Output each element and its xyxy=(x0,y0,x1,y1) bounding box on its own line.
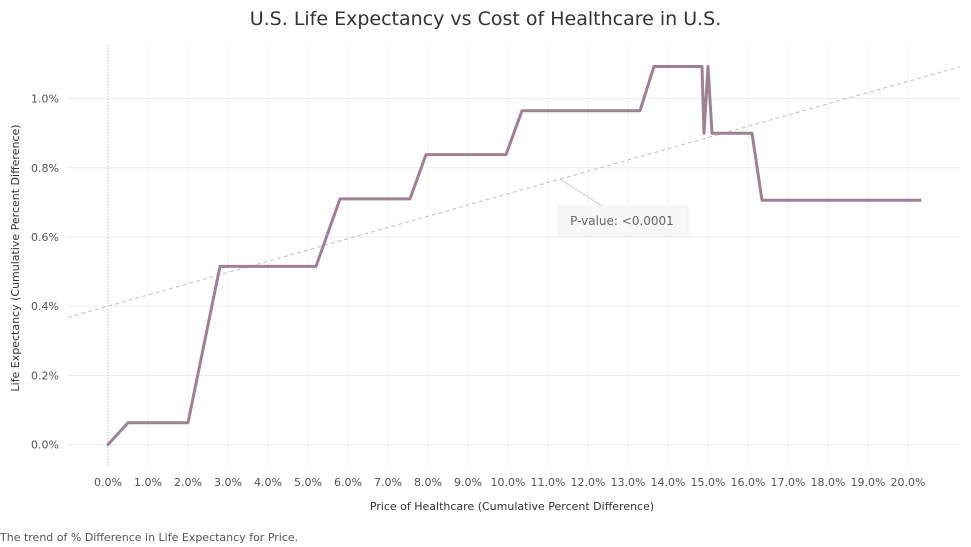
y-tick-label: 0.0% xyxy=(31,439,59,452)
annotation-box xyxy=(557,205,689,237)
data-point xyxy=(504,153,508,156)
y-tick-label: 0.4% xyxy=(31,300,59,313)
x-tick-label: 7.0% xyxy=(374,476,402,489)
data-point xyxy=(700,65,704,68)
data-point xyxy=(520,109,524,112)
data-point xyxy=(186,421,190,424)
x-tick-label: 14.0% xyxy=(651,476,686,489)
data-point xyxy=(424,153,428,156)
chart-caption: The trend of % Difference in Life Expect… xyxy=(0,531,299,544)
x-tick-label: 2.0% xyxy=(174,476,202,489)
data-point xyxy=(750,132,754,135)
x-tick-label: 12.0% xyxy=(571,476,606,489)
x-tick-label: 13.0% xyxy=(611,476,646,489)
x-tick-label: 9.0% xyxy=(454,476,482,489)
x-tick-label: 10.0% xyxy=(491,476,526,489)
series-line xyxy=(106,64,922,447)
y-tick-label: 0.6% xyxy=(31,231,59,244)
data-point xyxy=(106,443,110,446)
data-point xyxy=(126,421,130,424)
x-tick-label: 16.0% xyxy=(731,476,766,489)
y-tick-label: 1.0% xyxy=(31,93,59,106)
y-tick-label: 0.2% xyxy=(31,369,59,382)
x-tick-label: 15.0% xyxy=(691,476,726,489)
x-tick-label: 20.0% xyxy=(891,476,926,489)
data-point xyxy=(760,199,764,202)
x-tick-label: 4.0% xyxy=(254,476,282,489)
x-tick-label: 6.0% xyxy=(334,476,362,489)
data-point xyxy=(338,197,342,201)
y-tick-label: 0.8% xyxy=(31,162,59,175)
annotation-label: P-value: <0.0001 xyxy=(570,214,674,228)
x-tick-label: 17.0% xyxy=(771,476,806,489)
x-tick-label: 11.0% xyxy=(531,476,566,489)
data-point xyxy=(652,65,656,68)
trend-line xyxy=(67,66,961,318)
data-point xyxy=(314,265,318,268)
x-tick-label: 5.0% xyxy=(294,476,322,489)
x-axis-title: Price of Healthcare (Cumulative Percent … xyxy=(370,500,654,513)
data-point xyxy=(710,132,714,135)
data-point xyxy=(702,132,706,135)
x-tick-label: 0.0% xyxy=(94,476,122,489)
y-axis-title: Life Expectancy (Cumulative Percent Diff… xyxy=(9,124,22,391)
data-point xyxy=(408,197,412,201)
x-tick-label: 3.0% xyxy=(214,476,242,489)
x-tick-label: 19.0% xyxy=(851,476,886,489)
x-tick-label: 18.0% xyxy=(811,476,846,489)
x-tick-label: 8.0% xyxy=(414,476,442,489)
data-point xyxy=(638,109,642,112)
data-point xyxy=(918,199,922,202)
data-point xyxy=(218,265,222,268)
annotation-leader xyxy=(559,178,606,209)
chart-title: U.S. Life Expectancy vs Cost of Healthca… xyxy=(249,8,722,30)
x-tick-label: 1.0% xyxy=(134,476,162,489)
data-point xyxy=(706,65,710,68)
